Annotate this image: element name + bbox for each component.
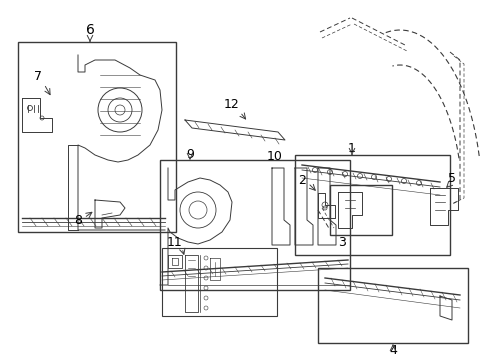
- Text: 3: 3: [337, 235, 345, 248]
- Text: 1: 1: [347, 141, 355, 154]
- Bar: [18, 42, 176, 232]
- Text: 6: 6: [85, 23, 94, 37]
- Bar: [329, 185, 391, 235]
- Text: 9: 9: [185, 148, 194, 161]
- Text: 8: 8: [74, 213, 82, 226]
- Bar: [317, 268, 467, 343]
- Text: 7: 7: [34, 69, 42, 82]
- Text: 5: 5: [447, 171, 455, 184]
- Bar: [160, 160, 349, 290]
- Text: 10: 10: [266, 149, 283, 162]
- Bar: [162, 248, 276, 316]
- Text: 11: 11: [167, 235, 183, 248]
- Text: 12: 12: [224, 98, 240, 111]
- Bar: [294, 155, 449, 255]
- Text: 2: 2: [298, 174, 305, 186]
- Text: 4: 4: [388, 343, 396, 356]
